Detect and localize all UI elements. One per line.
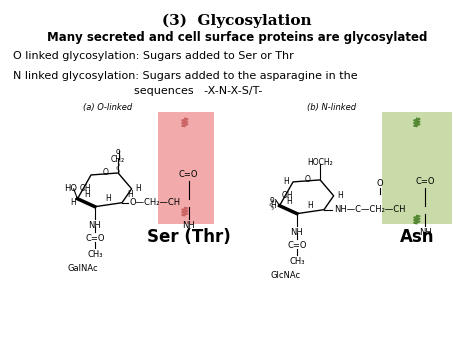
Text: CH₂: CH₂ [111,155,125,164]
Text: OH: OH [80,184,91,193]
Text: OH: OH [282,191,293,200]
Text: H: H [70,198,75,207]
Text: O: O [305,175,310,184]
Text: sequences   -X-N-X-S/T-: sequences -X-N-X-S/T- [134,86,262,96]
Text: GlcNAc: GlcNAc [270,271,301,280]
Text: C=O: C=O [287,241,307,251]
Text: CH₃: CH₃ [289,257,305,266]
Text: H: H [308,201,313,210]
Text: o: o [270,195,274,204]
Text: H: H [84,190,90,199]
Text: H: H [270,201,276,210]
Text: C=O: C=O [179,170,199,179]
Text: NH: NH [291,227,303,237]
Text: o: o [116,147,120,156]
Text: GalNAc: GalNAc [68,264,99,273]
Text: Asn: Asn [400,227,434,245]
Text: H: H [286,197,292,206]
Text: H: H [127,190,133,199]
Text: H: H [136,184,141,193]
Text: HOCH₂: HOCH₂ [307,158,333,166]
Text: NH: NH [182,221,195,230]
Text: Many secreted and cell surface proteins are glycosylated: Many secreted and cell surface proteins … [47,31,427,44]
Text: Ser (Thr): Ser (Thr) [147,227,230,245]
Text: H: H [283,177,289,186]
Text: H: H [106,194,111,203]
Text: (b) N-linked: (b) N-linked [307,103,356,112]
Text: O—CH₂—CH: O—CH₂—CH [130,198,181,207]
Text: N linked glycosylation: Sugars added to the asparagine in the: N linked glycosylation: Sugars added to … [13,71,357,81]
Text: C=O: C=O [416,177,435,186]
Text: (a) O-linked: (a) O-linked [83,103,133,112]
Bar [382,113,452,223]
Bar [158,113,214,223]
Text: NH: NH [419,227,432,237]
Text: (3)  Glycosylation: (3) Glycosylation [162,13,312,28]
Text: HO: HO [64,184,77,193]
Text: H: H [337,191,343,200]
Text: O: O [377,179,383,188]
Text: NH—C—CH₂—CH: NH—C—CH₂—CH [334,205,405,214]
Text: NH: NH [89,221,101,230]
Text: O linked glycosylation: Sugars added to Ser or Thr: O linked glycosylation: Sugars added to … [13,51,293,61]
Text: C=O: C=O [85,235,105,243]
Text: CH₃: CH₃ [87,250,103,259]
Text: O: O [102,168,109,178]
